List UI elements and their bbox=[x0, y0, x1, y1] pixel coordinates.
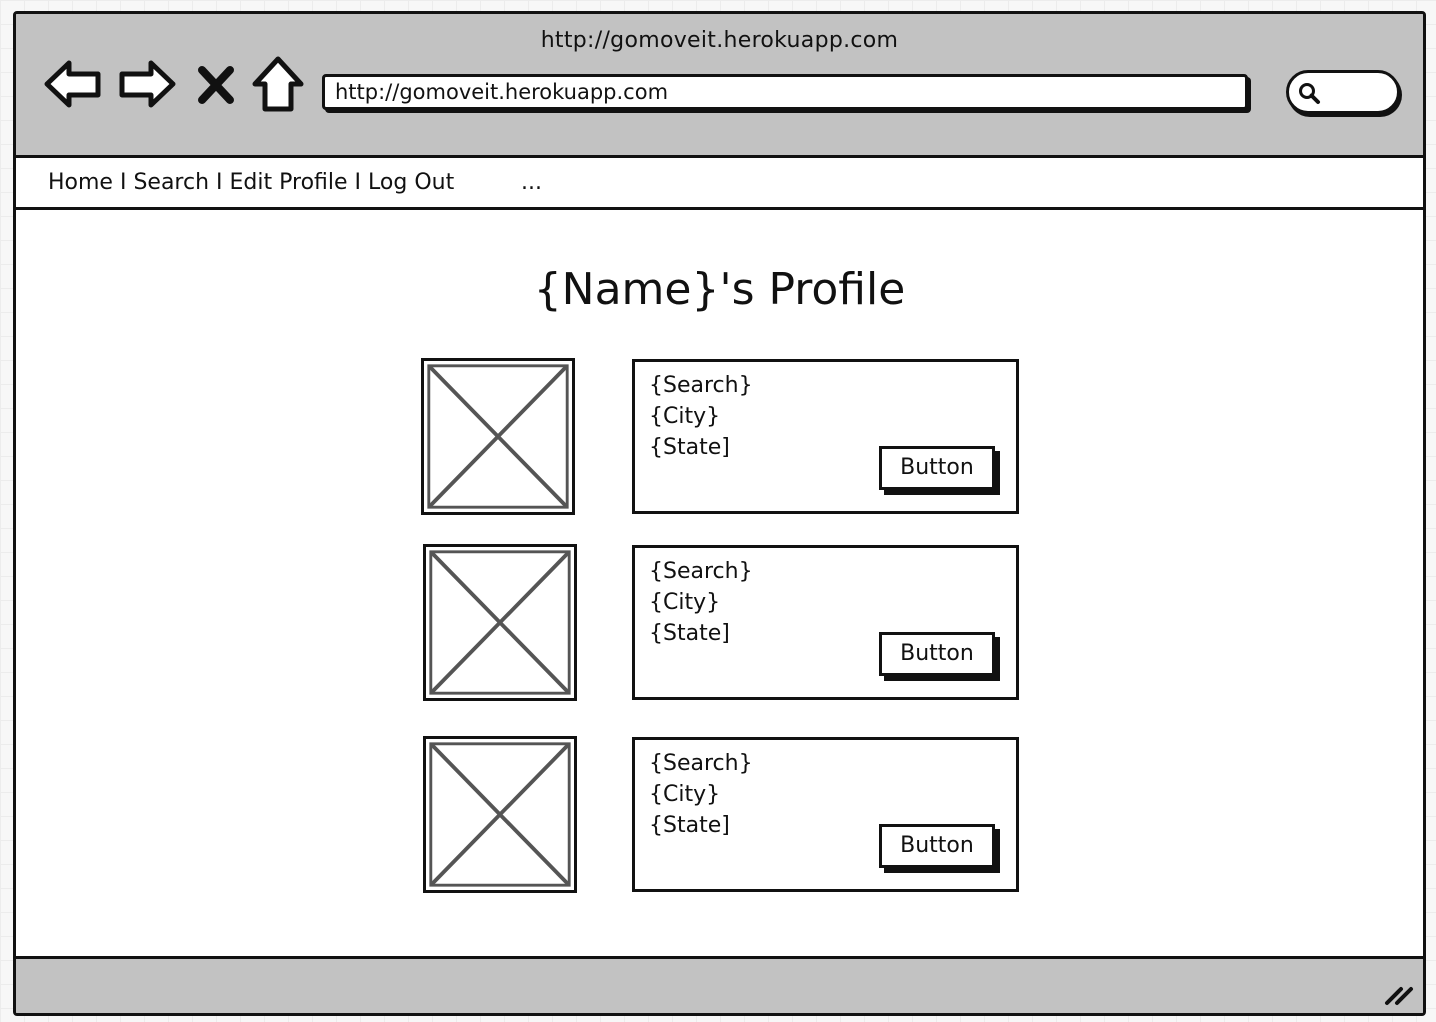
result-card: {Search} {City} {State] Button bbox=[632, 545, 1019, 700]
nav-separator: I bbox=[347, 170, 369, 195]
home-icon[interactable] bbox=[248, 54, 308, 114]
card-city: {City} bbox=[649, 782, 721, 807]
card-search: {Search} bbox=[649, 559, 753, 584]
resize-grip-icon[interactable] bbox=[1383, 981, 1415, 1007]
search-icon bbox=[1299, 83, 1320, 104]
browser-toolbar: http://gomoveit.herokuapp.com http://gom… bbox=[16, 14, 1423, 158]
card-city: {City} bbox=[649, 590, 721, 615]
image-placeholder-icon bbox=[429, 742, 571, 887]
nav-item-search[interactable]: Search bbox=[133, 170, 210, 195]
card-city: {City} bbox=[649, 404, 721, 429]
nav-links: Home I Search I Edit Profile I Log Out bbox=[48, 170, 454, 195]
image-placeholder-icon bbox=[427, 364, 569, 509]
nav-item-log-out[interactable]: Log Out bbox=[368, 170, 455, 195]
nav-more[interactable]: ... bbox=[521, 170, 542, 195]
back-arrow-icon[interactable] bbox=[43, 54, 103, 114]
image-placeholder-icon bbox=[429, 550, 571, 695]
card-button[interactable]: Button bbox=[879, 446, 995, 490]
card-search: {Search} bbox=[649, 751, 753, 776]
status-bar bbox=[16, 956, 1423, 1013]
card-state: {State] bbox=[649, 435, 730, 460]
result-card: {Search} {City} {State] Button bbox=[632, 359, 1019, 514]
nav-separator: I bbox=[112, 170, 134, 195]
close-icon[interactable] bbox=[193, 54, 239, 114]
image-placeholder bbox=[421, 358, 575, 515]
nav-item-edit-profile[interactable]: Edit Profile bbox=[229, 170, 348, 195]
nav-item-home[interactable]: Home bbox=[48, 170, 113, 195]
card-button[interactable]: Button bbox=[879, 632, 995, 676]
card-state: {State] bbox=[649, 621, 730, 646]
address-text: http://gomoveit.herokuapp.com bbox=[335, 80, 669, 104]
page-title: {Name}'s Profile bbox=[533, 264, 906, 315]
result-card: {Search} {City} {State] Button bbox=[632, 737, 1019, 892]
forward-arrow-icon[interactable] bbox=[117, 54, 177, 114]
card-search: {Search} bbox=[649, 373, 753, 398]
nav-separator: I bbox=[209, 170, 230, 195]
image-placeholder bbox=[423, 736, 577, 893]
card-state: {State] bbox=[649, 813, 730, 838]
browser-window: http://gomoveit.herokuapp.com http://gom… bbox=[13, 11, 1426, 1016]
card-button[interactable]: Button bbox=[879, 824, 995, 868]
site-navbar: Home I Search I Edit Profile I Log Out .… bbox=[16, 158, 1423, 210]
page-content: {Name}'s Profile {Search} {City} {State]… bbox=[16, 210, 1423, 956]
window-title: http://gomoveit.herokuapp.com bbox=[540, 28, 899, 53]
address-bar[interactable]: http://gomoveit.herokuapp.com bbox=[322, 74, 1248, 110]
image-placeholder bbox=[423, 544, 577, 701]
search-box[interactable] bbox=[1286, 70, 1400, 114]
